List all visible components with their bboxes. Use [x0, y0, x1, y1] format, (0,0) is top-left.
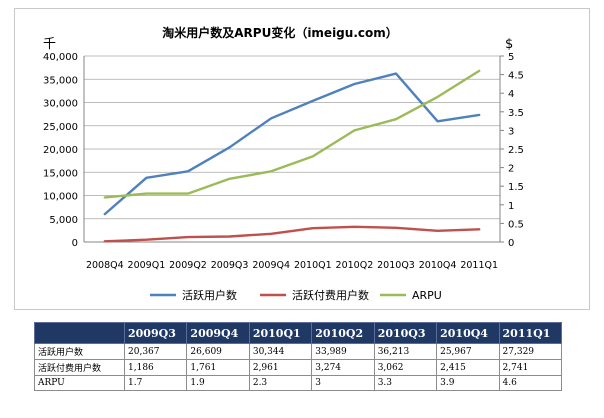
- table-cell: 1,186: [123, 359, 188, 376]
- table-cell: 3.3: [373, 375, 438, 391]
- x-tick-label: 2010Q3: [377, 260, 415, 271]
- left-tick-label: 20,000: [43, 145, 78, 156]
- table-cell: 2.3: [248, 375, 313, 391]
- table-cell: 2,741: [498, 359, 563, 376]
- left-axis-unit: 千: [43, 37, 56, 52]
- series-line: [103, 69, 481, 199]
- table-header-cell: 2010Q3: [373, 322, 438, 344]
- table-cell: 4.6: [498, 375, 563, 391]
- x-tick-label: 2009Q2: [169, 260, 207, 271]
- table-cell: 36,213: [373, 343, 438, 360]
- table-cell: 活跃用户数: [34, 343, 125, 360]
- table-cell: 33,989: [311, 343, 375, 360]
- table-cell: 2,961: [248, 359, 313, 376]
- table-header-cell: 2009Q4: [186, 322, 250, 344]
- left-tick-label: 30,000: [43, 99, 78, 110]
- right-tick-label: 4: [508, 89, 514, 100]
- table-row: 活跃用户数 20,367 26,609 30,344 33,989 36,213…: [34, 343, 563, 360]
- table-cell: 1.9: [186, 375, 250, 391]
- table-header-cell: 2009Q3: [123, 322, 188, 344]
- table-header-row: 2009Q3 2009Q4 2010Q1 2010Q2 2010Q3 2010Q…: [34, 322, 563, 344]
- right-tick-label: 1.5: [508, 182, 524, 193]
- line-chart: 淘米用户数及ARPU变化（imeigu.com） 千 $ 0 5,000 10,00…: [43, 25, 524, 302]
- right-tick-label: 0: [508, 238, 514, 249]
- left-tick-label: 0: [72, 238, 78, 249]
- table-cell: 26,609: [186, 343, 250, 360]
- table-cell: 3.9: [436, 375, 500, 391]
- table-cell: 25,967: [436, 343, 500, 360]
- x-tick-label: 2009Q4: [252, 260, 290, 271]
- table-cell: 1.7: [123, 375, 188, 391]
- left-tick-label: 25,000: [43, 122, 78, 133]
- right-tick-label: 3.5: [508, 108, 524, 119]
- table-cell: 20,367: [123, 343, 188, 360]
- left-tick-label: 35,000: [43, 75, 78, 86]
- x-tick-label: 2010Q2: [336, 260, 374, 271]
- table-cell: 3: [311, 375, 375, 391]
- data-table: 2009Q3 2009Q4 2010Q1 2010Q2 2010Q3 2010Q…: [34, 322, 563, 391]
- left-tick-label: 40,000: [43, 52, 78, 63]
- table-cell: 2,415: [436, 359, 500, 376]
- right-tick-label: 1: [508, 201, 514, 212]
- table-cell: 3,062: [373, 359, 438, 376]
- right-tick-label: 2: [508, 164, 514, 175]
- left-tick-label: 5,000: [49, 215, 78, 226]
- table-header-cell: 2010Q2: [311, 322, 375, 344]
- x-tick-label: 2010Q1: [294, 260, 332, 271]
- table-cell: 27,329: [498, 343, 563, 360]
- x-tick-label: 2008Q4: [86, 260, 124, 271]
- series-line: [103, 225, 481, 243]
- table-header-cell: 2010Q4: [436, 322, 500, 344]
- x-tick-label: 2011Q1: [460, 260, 498, 271]
- legend-label: 活跃付费用户数: [292, 288, 369, 302]
- legend-label: 活跃用户数: [182, 288, 237, 302]
- table-cell: 30,344: [248, 343, 313, 360]
- right-axis-unit: $: [505, 37, 513, 52]
- series-line: [103, 72, 481, 216]
- table-row: ARPU 1.7 1.9 2.3 3 3.3 3.9 4.6: [34, 375, 563, 391]
- table-cell: 3,274: [311, 359, 375, 376]
- right-tick-label: 2.5: [508, 145, 524, 156]
- table-header-cell: [34, 322, 125, 344]
- right-tick-label: 4.5: [508, 71, 524, 82]
- left-tick-label: 10,000: [43, 192, 78, 203]
- legend-label: ARPU: [412, 289, 442, 302]
- x-tick-label: 2009Q3: [211, 260, 249, 271]
- right-tick-label: 0.5: [508, 219, 524, 230]
- table-header-cell: 2011Q1: [498, 322, 563, 344]
- table-cell: 1,761: [186, 359, 250, 376]
- table-cell: 活跃付费用户数: [34, 359, 125, 376]
- left-tick-label: 15,000: [43, 168, 78, 179]
- chart-title: 淘米用户数及ARPU变化（imeigu.com）: [162, 25, 398, 40]
- x-tick-label: 2010Q4: [419, 260, 457, 271]
- table-header-cell: 2010Q1: [248, 322, 313, 344]
- x-tick-label: 2009Q1: [128, 260, 166, 271]
- right-tick-label: 5: [508, 52, 514, 63]
- table-cell: ARPU: [34, 375, 125, 391]
- right-tick-label: 3: [508, 126, 514, 137]
- table-row: 活跃付费用户数 1,186 1,761 2,961 3,274 3,062 2,…: [34, 359, 563, 376]
